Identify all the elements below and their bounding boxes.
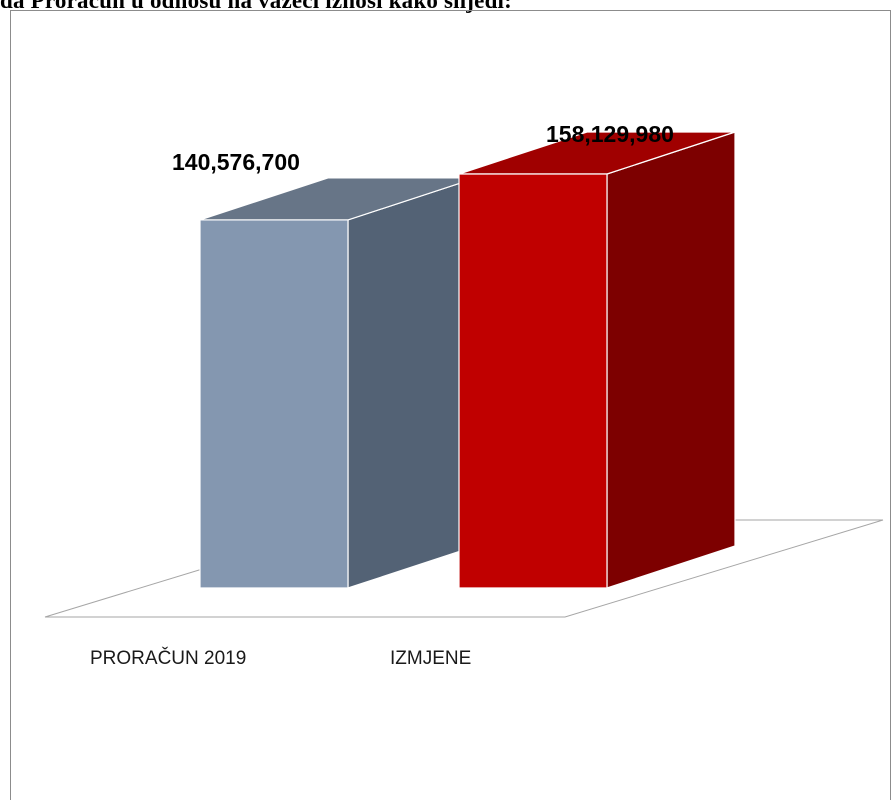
bar-front-izmjene: [458, 173, 608, 589]
value-label-izmjene: 158,129,980: [546, 121, 674, 147]
bar-side-proracun-2019: [347, 177, 477, 589]
category-label-izmjene: IZMJENE: [390, 648, 471, 669]
bar-side-izmjene: [606, 131, 736, 589]
document-heading: da Proračun u odnosu na važeći iznosi ka…: [0, 0, 513, 13]
bar-proracun-2019: [199, 177, 477, 589]
value-label-proracun-2019: 140,576,700: [172, 149, 300, 175]
category-label-proracun-2019: PRORAČUN 2019: [90, 647, 246, 669]
bar-izmjene: [458, 131, 736, 589]
bar-front-proracun-2019: [199, 219, 349, 589]
labels-group: 140,576,700 PRORAČUN 2019 158,129,980 IZMJE…: [90, 121, 674, 669]
chart-frame: [10, 10, 891, 800]
bars-group: [199, 131, 736, 589]
